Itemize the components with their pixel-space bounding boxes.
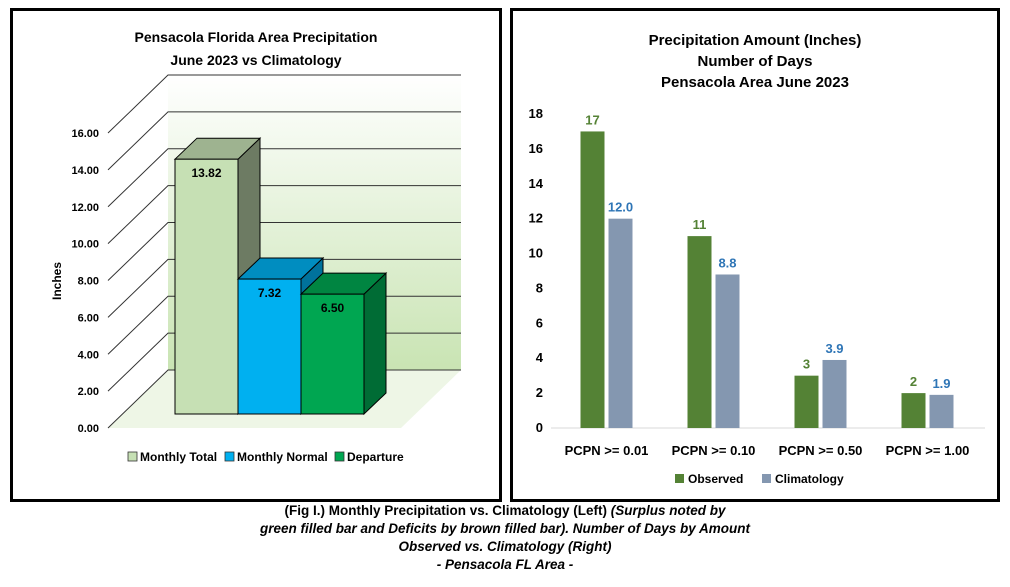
climatology-data-label: 12.0: [608, 200, 633, 215]
monthly-total-legend-swatch: [127, 451, 138, 462]
y-tick-label: 14.00: [71, 165, 99, 177]
gridline: [107, 111, 461, 171]
observed-bar: [687, 236, 712, 428]
y-tick-label: 10: [529, 246, 543, 261]
monthly-total-data-label: 13.82: [191, 166, 221, 180]
monthly-normal-legend-swatch: [224, 451, 235, 462]
y-tick-label: 14: [529, 176, 544, 191]
gridline: [107, 185, 461, 244]
x-category-label: PCPN >= 0.01: [565, 443, 649, 458]
figure-caption: (Fig I.) Monthly Precipitation vs. Clima…: [0, 502, 1010, 574]
observed-bar: [901, 393, 926, 428]
monthly-normal-bar: [237, 278, 302, 415]
observed-bar: [580, 131, 605, 428]
climatology-bar: [929, 394, 954, 428]
gridline: [107, 74, 461, 134]
chart-subtitle: June 2023 vs Climatology: [170, 52, 341, 68]
climatology-legend-label: Climatology: [775, 472, 844, 486]
y-tick-label: 4.00: [78, 349, 99, 361]
observed-data-label: 2: [910, 374, 917, 389]
chart-title-line-1: Precipitation Amount (Inches): [649, 32, 862, 49]
caption-line-2: green filled bar and Deficits by brown f…: [259, 521, 751, 536]
precip-3d-bar-chart: Pensacola Florida Area Precipitation June…: [50, 29, 461, 464]
departure-legend-swatch: [334, 451, 345, 462]
y-tick-label: 0: [536, 420, 543, 435]
gridline: [107, 258, 461, 318]
climatology-data-label: 8.8: [718, 255, 736, 270]
caption-part-2: (Surplus noted by: [610, 503, 726, 518]
y-tick-label: 10.00: [71, 239, 99, 251]
departure-bar-side: [363, 271, 387, 416]
y-tick-label: 18: [529, 106, 543, 121]
y-tick-label: 2: [536, 385, 543, 400]
monthly-total-bar: [174, 158, 239, 415]
y-tick-label: 12.00: [71, 202, 99, 214]
gridline: [107, 148, 461, 208]
caption-line-4: - Pensacola FL Area -: [436, 557, 574, 572]
climatology-data-label: 3.9: [825, 341, 843, 356]
climatology-bar: [608, 218, 633, 428]
y-tick-label: 8.00: [78, 276, 99, 288]
x-category-label: PCPN >= 0.10: [672, 443, 756, 458]
caption-part-1: (Fig I.) Monthly Precipitation vs. Clima…: [284, 503, 611, 518]
departure-data-label: 6.50: [321, 301, 345, 315]
observed-bar: [794, 375, 819, 428]
departure-bar: [300, 293, 365, 415]
climatology-data-label: 1.9: [932, 376, 950, 391]
monthly-normal-data-label: 7.32: [258, 286, 282, 300]
monthly-normal-legend-label: Monthly Normal: [237, 450, 328, 464]
climatology-legend-swatch: [762, 474, 771, 483]
observed-data-label: 17: [585, 112, 599, 127]
climatology-bar: [822, 359, 847, 428]
left-chart-panel: Pensacola Florida Area Precipitation June…: [10, 8, 502, 502]
chart-title-line-2: Number of Days: [697, 53, 812, 70]
right-chart-panel: Precipitation Amount (Inches) Number of D…: [510, 8, 1000, 502]
y-axis-label: Inches: [50, 262, 64, 300]
y-tick-label: 16: [529, 141, 543, 156]
chart-title: Pensacola Florida Area Precipitation: [134, 29, 377, 45]
days-by-amount-bar-chart: Precipitation Amount (Inches) Number of D…: [529, 32, 985, 486]
departure-legend-label: Departure: [347, 450, 404, 464]
y-tick-label: 12: [529, 211, 543, 226]
climatology-bar: [715, 274, 740, 428]
caption-line-3: Observed vs. Climatology (Right): [398, 539, 612, 554]
monthly-total-legend-label: Monthly Total: [140, 450, 217, 464]
y-tick-label: 6.00: [78, 312, 99, 324]
observed-legend-swatch: [675, 474, 684, 483]
y-tick-label: 2.00: [78, 386, 99, 398]
gridline: [107, 222, 461, 281]
y-tick-label: 6: [536, 315, 543, 330]
y-tick-label: 0.00: [78, 423, 99, 435]
chart-title-line-3: Pensacola Area June 2023: [661, 74, 849, 91]
x-category-label: PCPN >= 0.50: [779, 443, 863, 458]
observed-legend-label: Observed: [688, 472, 743, 486]
y-tick-label: 4: [536, 350, 544, 365]
y-tick-label: 16.00: [71, 128, 99, 140]
caption-line-1: (Fig I.) Monthly Precipitation vs. Clima…: [0, 502, 1010, 520]
y-tick-label: 8: [536, 280, 543, 295]
observed-data-label: 3: [803, 357, 810, 372]
x-category-label: PCPN >= 1.00: [886, 443, 970, 458]
observed-data-label: 11: [693, 217, 707, 232]
